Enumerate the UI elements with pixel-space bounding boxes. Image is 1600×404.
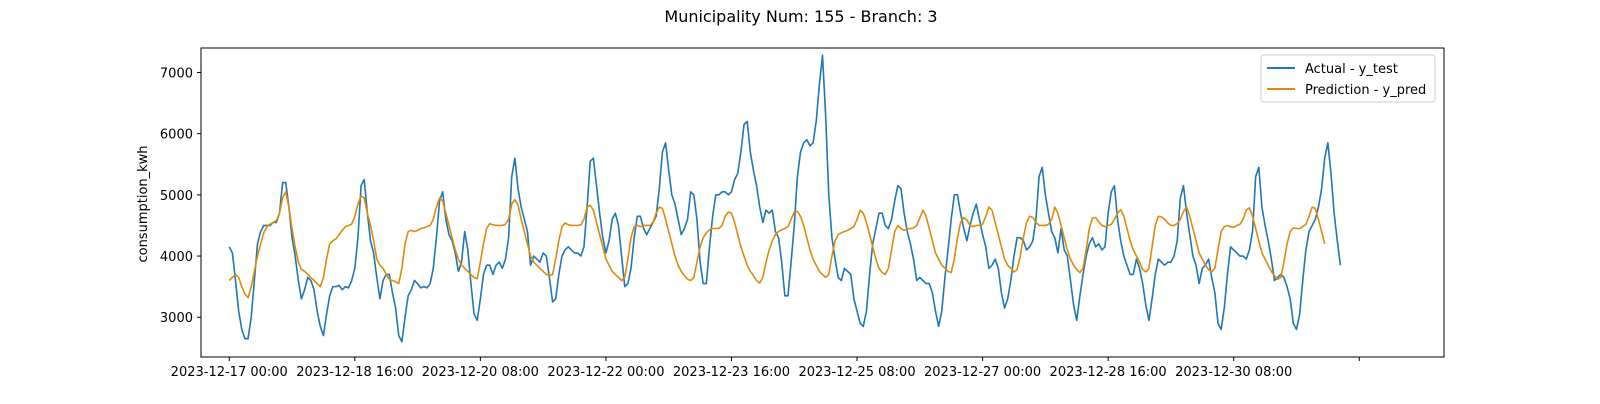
legend-label: Actual - y_test [1305, 62, 1398, 77]
y-axis: 3000 4000 5000 6000 7000 [160, 66, 201, 326]
plot-frame [200, 47, 1445, 358]
y-tick-label: 3000 [160, 311, 193, 326]
chart-title: Municipality Num: 155 - Branch: 3 [664, 7, 937, 26]
x-tick-label: 2023-12-17 00:00 [171, 365, 288, 380]
x-tick-label: 2023-12-30 08:00 [1175, 365, 1292, 380]
y-tick-label: 6000 [160, 128, 193, 143]
y-tick-label: 5000 [160, 189, 193, 204]
legend: Actual - y_test Prediction - y_pred [1260, 54, 1436, 103]
legend-label: Prediction - y_pred [1305, 83, 1426, 98]
x-tick-label: 2023-12-20 08:00 [422, 365, 539, 380]
x-tick-label: 2023-12-23 16:00 [673, 365, 790, 380]
series-line-actual [228, 54, 1342, 343]
legend-box [1260, 54, 1436, 103]
x-tick-label: 2023-12-27 00:00 [924, 365, 1041, 380]
y-axis-label: consumption_kwh [136, 145, 151, 262]
x-tick-label: 2023-12-25 08:00 [798, 365, 915, 380]
x-tick-label: 2023-12-22 00:00 [547, 365, 664, 380]
series-layer [228, 54, 1342, 343]
x-tick-label: 2023-12-28 16:00 [1050, 365, 1167, 380]
series-line-prediction [228, 190, 1326, 299]
x-tick-label: 2023-12-18 16:00 [296, 365, 413, 380]
y-tick-label: 4000 [160, 250, 193, 265]
y-tick-label: 7000 [160, 66, 193, 81]
x-axis: 2023-12-17 00:00 2023-12-18 16:00 2023-12-… [171, 357, 1360, 380]
